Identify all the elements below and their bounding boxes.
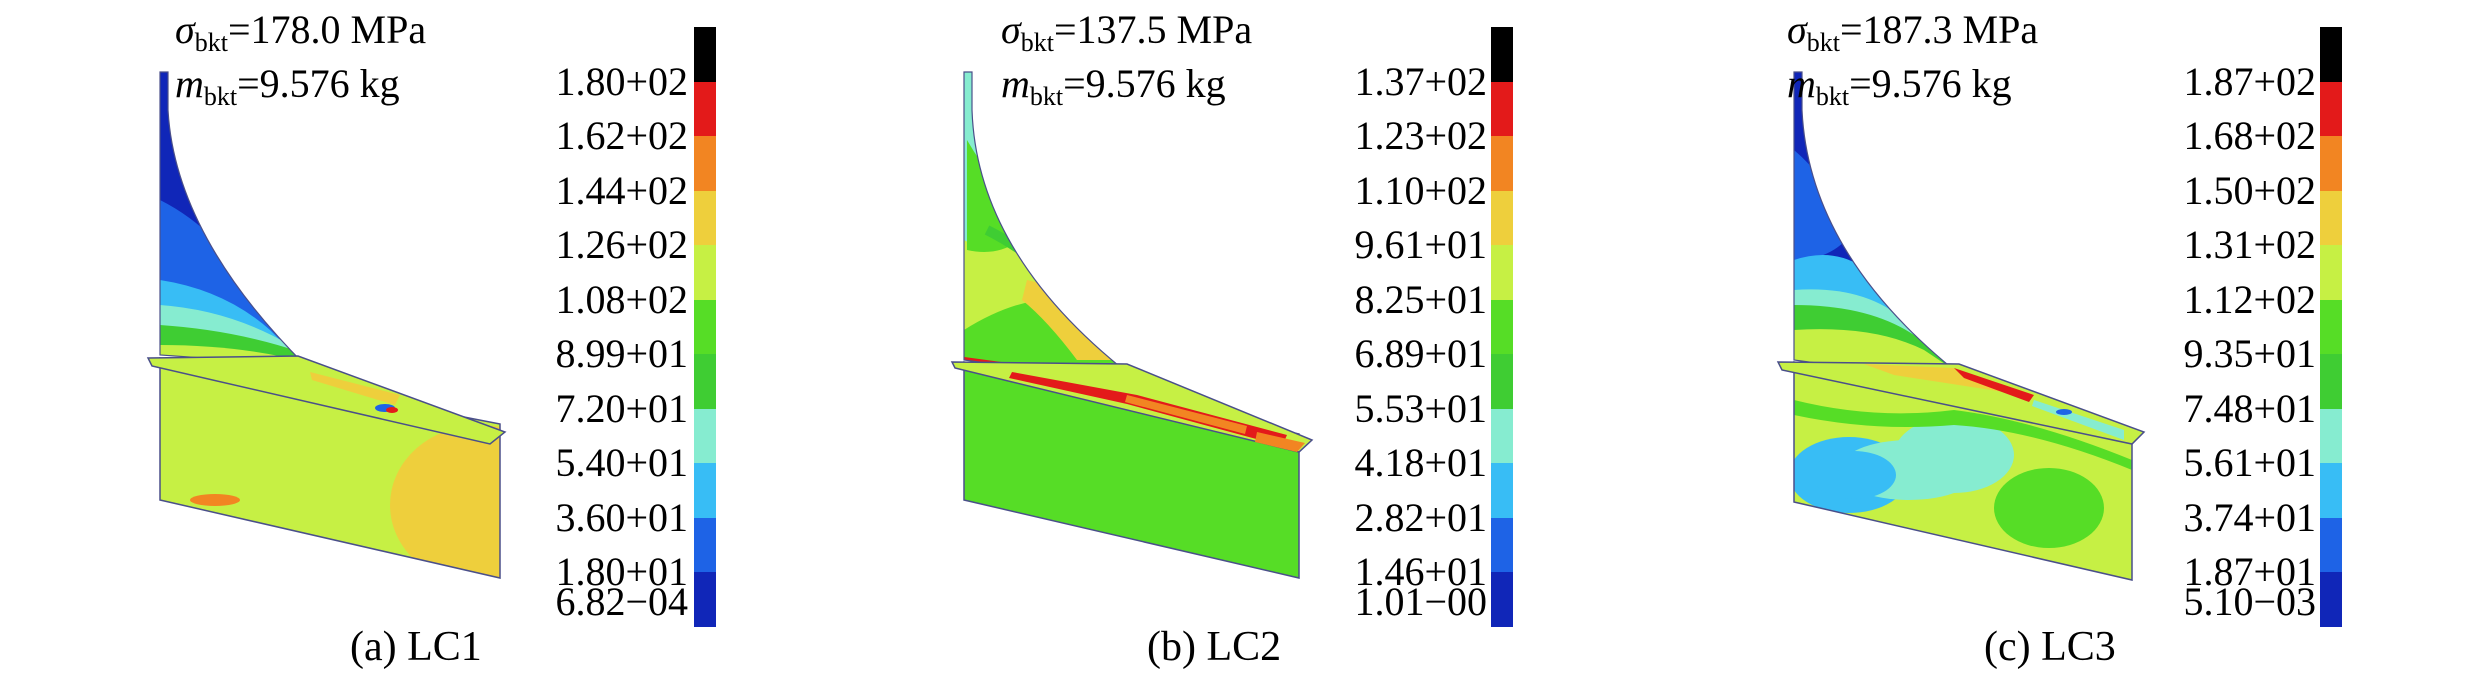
colorbar-segment bbox=[694, 190, 716, 246]
colorbar-tick-label: 1.37+02 bbox=[1354, 58, 1487, 104]
colorbar-tick-label: 1.23+02 bbox=[1354, 113, 1487, 159]
colorbar-tick-label: 1.87+02 bbox=[2183, 58, 2316, 104]
colorbar-tick-label: 2.82+01 bbox=[1354, 494, 1487, 540]
colorbar-segment bbox=[2320, 136, 2342, 192]
colorbar-lc2 bbox=[1491, 27, 1513, 628]
colorbar-tick-label: 8.99+01 bbox=[555, 331, 688, 377]
colorbar-tick-label: 1.50+02 bbox=[2183, 167, 2316, 213]
contour-plot-lc3 bbox=[1776, 71, 2146, 581]
colorbar-segment bbox=[1491, 245, 1513, 301]
flange-plate-lc3 bbox=[1776, 361, 2146, 445]
colorbar-tick-label: 8.25+01 bbox=[1354, 276, 1487, 322]
colorbar-segment bbox=[1491, 190, 1513, 246]
max-stress-label-lc3: σbkt=187.3 MPa bbox=[1787, 7, 2039, 57]
max-stress-label-lc2: σbkt=137.5 MPa bbox=[1001, 7, 1253, 57]
colorbar-tick-label: 6.89+01 bbox=[1354, 331, 1487, 377]
colorbar-segment bbox=[694, 136, 716, 192]
contour-plot-lc2 bbox=[950, 71, 1314, 579]
colorbar-segment bbox=[694, 299, 716, 355]
colorbar-tick-label: 1.46+01 bbox=[1354, 549, 1487, 595]
colorbar-tick-label: 4.18+01 bbox=[1354, 440, 1487, 486]
colorbar-tick-label: 1.80+02 bbox=[555, 58, 688, 104]
colorbar-tick-label: 7.20+01 bbox=[555, 385, 688, 431]
colorbar-segment bbox=[2320, 572, 2342, 628]
colorbar-lc1 bbox=[694, 27, 716, 628]
colorbar-tick-label: 1.68+02 bbox=[2183, 113, 2316, 159]
panel-lc2: σbkt=137.5 MPa mbkt=9.576 kg 1.37+02 1.23… bbox=[827, 0, 1654, 686]
colorbar-segment bbox=[2320, 299, 2342, 355]
colorbar-segment bbox=[1491, 517, 1513, 573]
colorbar-segment bbox=[2320, 408, 2342, 464]
colorbar-tick-label: 1.10+02 bbox=[1354, 167, 1487, 213]
colorbar-segment bbox=[694, 463, 716, 519]
colorbar-segment bbox=[2320, 81, 2342, 137]
caption-lc3: (c) LC3 bbox=[1984, 624, 2116, 670]
colorbar-tick-label: 1.80+01 bbox=[555, 549, 688, 595]
colorbar-tick-label: 3.74+01 bbox=[2183, 494, 2316, 540]
colorbar-tick-label: 1.62+02 bbox=[555, 113, 688, 159]
colorbar-tick-label: 7.48+01 bbox=[2183, 385, 2316, 431]
colorbar-segment bbox=[1491, 572, 1513, 628]
colorbar-segment bbox=[1491, 354, 1513, 410]
colorbar-segment bbox=[2320, 354, 2342, 410]
colorbar-segment bbox=[2320, 245, 2342, 301]
colorbar-tick-label: 1.87+01 bbox=[2183, 549, 2316, 595]
colorbar-segment bbox=[1491, 136, 1513, 192]
colorbar-segment bbox=[694, 81, 716, 137]
colorbar-segment bbox=[694, 245, 716, 301]
colorbar-segment bbox=[694, 408, 716, 464]
colorbar-tick-label: 9.35+01 bbox=[2183, 331, 2316, 377]
colorbar-segment bbox=[694, 572, 716, 628]
panel-lc3: σbkt=187.3 MPa mbkt=9.576 kg 1.87+02 1.68… bbox=[1654, 0, 2481, 686]
max-stress-label-lc1: σbkt=178.0 MPa bbox=[175, 7, 427, 57]
colorbar-tick-label: 1.08+02 bbox=[555, 276, 688, 322]
caption-lc1: (a) LC1 bbox=[350, 624, 482, 670]
colorbar-tick-label: 1.01−00 bbox=[1354, 578, 1487, 624]
panel-lc1: σbkt=178.0 MPa mbkt=9.576 kg 1.80+02 1.62… bbox=[0, 0, 827, 686]
mass-label-lc3: mbkt=9.576 kg bbox=[1787, 61, 2012, 111]
colorbar-tick-label: 3.60+01 bbox=[555, 494, 688, 540]
caption-lc2: (b) LC2 bbox=[1147, 624, 1282, 670]
colorbar-tick-label: 5.40+01 bbox=[555, 440, 688, 486]
mass-label-lc1: mbkt=9.576 kg bbox=[175, 61, 400, 111]
colorbar-segment bbox=[1491, 27, 1513, 83]
colorbar-tick-label: 1.12+02 bbox=[2183, 276, 2316, 322]
colorbar-tick-label: 1.31+02 bbox=[2183, 222, 2316, 268]
colorbar-segment bbox=[694, 354, 716, 410]
colorbar-segment bbox=[1491, 408, 1513, 464]
colorbar-segment bbox=[1491, 81, 1513, 137]
colorbar-tick-label: 5.10−03 bbox=[2183, 578, 2316, 624]
colorbar-tick-label: 5.61+01 bbox=[2183, 440, 2316, 486]
colorbar-tick-label: 5.53+01 bbox=[1354, 385, 1487, 431]
colorbar-segment bbox=[1491, 299, 1513, 355]
flange-plate-lc1 bbox=[146, 355, 507, 445]
colorbar-lc3 bbox=[2320, 27, 2342, 628]
colorbar-tick-label: 1.44+02 bbox=[555, 167, 688, 213]
mass-label-lc2: mbkt=9.576 kg bbox=[1001, 61, 1226, 111]
colorbar-tick-label: 1.26+02 bbox=[555, 222, 688, 268]
colorbar-segment bbox=[2320, 517, 2342, 573]
contour-plot-lc1 bbox=[146, 71, 507, 579]
colorbar-segment bbox=[694, 27, 716, 83]
colorbar-tick-label: 9.61+01 bbox=[1354, 222, 1487, 268]
colorbar-segment bbox=[2320, 27, 2342, 83]
colorbar-tick-label: 6.82−04 bbox=[555, 578, 688, 624]
colorbar-segment bbox=[2320, 463, 2342, 519]
colorbar-segment bbox=[1491, 463, 1513, 519]
colorbar-segment bbox=[694, 517, 716, 573]
colorbar-segment bbox=[2320, 190, 2342, 246]
